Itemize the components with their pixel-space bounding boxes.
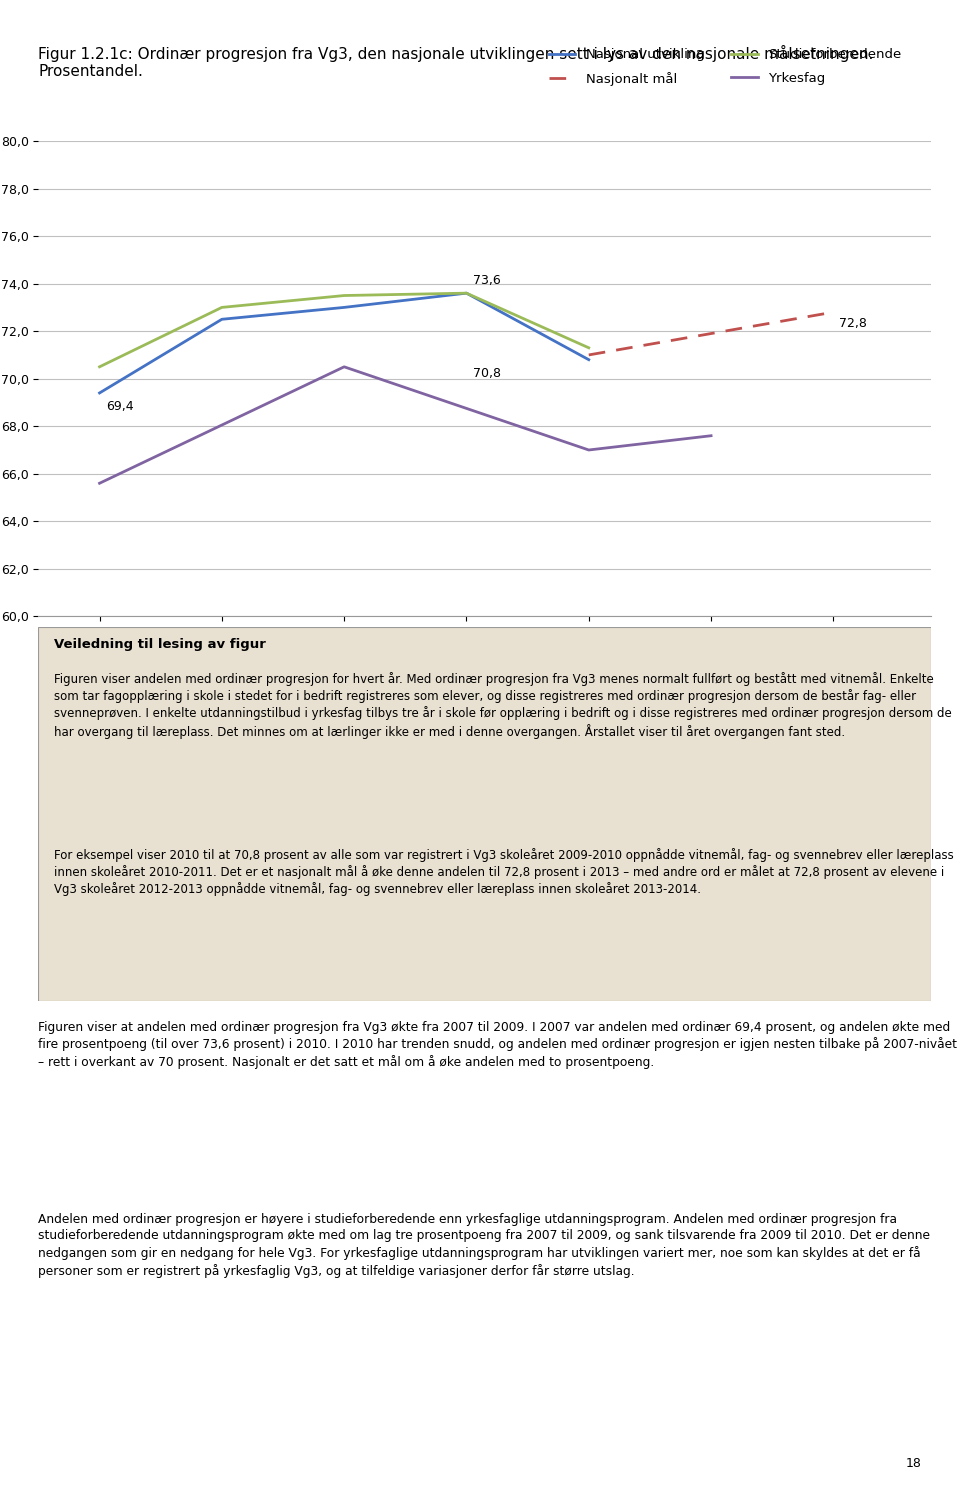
Text: 18: 18 — [905, 1457, 922, 1470]
FancyBboxPatch shape — [38, 626, 931, 1001]
Text: 73,6: 73,6 — [472, 274, 500, 287]
Legend: Nasjonal utvikling, Nasjonalt mål, Studieforberedende, Yrkesfag: Nasjonal utvikling, Nasjonalt mål, Studi… — [543, 43, 907, 91]
Text: 69,4: 69,4 — [106, 400, 133, 414]
Text: For eksempel viser 2010 til at 70,8 prosent av alle som var registrert i Vg3 sko: For eksempel viser 2010 til at 70,8 pros… — [55, 848, 954, 896]
Text: Veiledning til lesing av figur: Veiledning til lesing av figur — [55, 638, 266, 652]
Text: Andelen med ordinær progresjon er høyere i studieforberedende enn yrkesfaglige u: Andelen med ordinær progresjon er høyere… — [38, 1213, 930, 1278]
Text: Figuren viser at andelen med ordinær progresjon fra Vg3 økte fra 2007 til 2009. : Figuren viser at andelen med ordinær pro… — [38, 1021, 957, 1070]
Text: Figur 1.2.1c: Ordinær progresjon fra Vg3, den nasjonale utviklingen sett i lys a: Figur 1.2.1c: Ordinær progresjon fra Vg3… — [38, 45, 874, 79]
Text: 72,8: 72,8 — [839, 317, 867, 330]
Text: Figuren viser andelen med ordinær progresjon for hvert år. Med ordinær progresjo: Figuren viser andelen med ordinær progre… — [55, 671, 952, 740]
Text: 70,8: 70,8 — [472, 368, 500, 379]
